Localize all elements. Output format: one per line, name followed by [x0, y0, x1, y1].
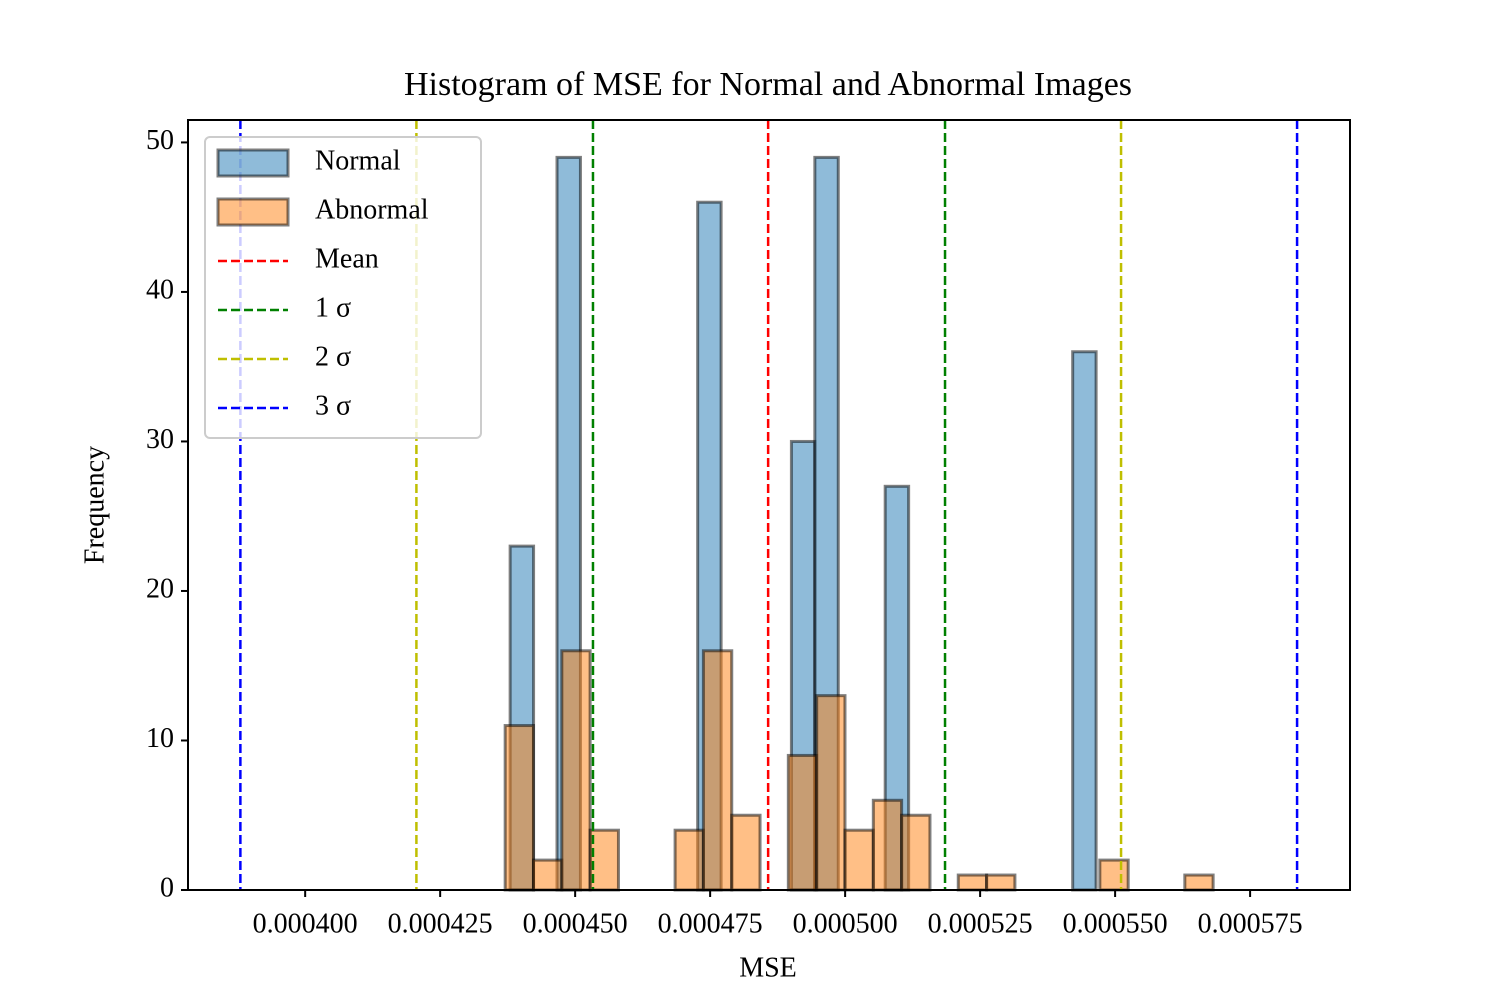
y-tick-label: 0	[160, 872, 174, 903]
histogram-bar	[730, 813, 762, 892]
legend-swatch	[216, 148, 290, 178]
legend-swatch	[216, 197, 290, 227]
histogram-bar	[786, 753, 819, 892]
x-tick-label: 0.000425	[388, 908, 493, 939]
x-tick-label: 0.000525	[928, 908, 1033, 939]
x-tick-label: 0.000550	[1063, 908, 1168, 939]
legend-label: 3 σ	[315, 390, 351, 421]
y-tick-label: 20	[146, 573, 174, 604]
legend-label: 2 σ	[315, 341, 351, 372]
histogram-bar	[1183, 873, 1215, 892]
y-tick-label: 50	[146, 125, 174, 156]
histogram-bar	[701, 649, 734, 892]
histogram-bar	[985, 873, 1017, 892]
histogram-bar	[815, 694, 847, 892]
histogram-bar	[673, 828, 705, 892]
legend-label: Abnormal	[315, 194, 429, 225]
x-tick-label: 0.000400	[253, 908, 358, 939]
histogram-bar	[1098, 858, 1130, 892]
legend: Normal Abnormal Mean 1 σ 2 σ 3 σ	[204, 136, 482, 439]
y-tick-label: 10	[146, 723, 174, 754]
histogram-bar	[871, 798, 904, 892]
x-axis-label: MSE	[739, 952, 797, 983]
histogram-bar	[1071, 350, 1098, 892]
legend-label: 1 σ	[315, 292, 351, 323]
histogram-bar	[843, 828, 875, 892]
y-tick-label: 40	[146, 274, 174, 305]
x-tick-label: 0.000575	[1198, 908, 1303, 939]
histogram-bar	[503, 724, 535, 892]
legend-label: Normal	[315, 145, 401, 176]
legend-label: Mean	[315, 243, 379, 274]
histogram-bar	[588, 828, 620, 892]
x-tick-label: 0.000475	[658, 908, 763, 939]
x-tick-label: 0.000450	[523, 908, 628, 939]
histogram-bar	[531, 858, 564, 892]
y-tick-label: 30	[146, 424, 174, 455]
chart-title: Histogram of MSE for Normal and Abnormal…	[404, 66, 1132, 103]
x-tick-label: 0.000500	[793, 908, 898, 939]
histogram-bar	[560, 649, 592, 892]
histogram-bar	[900, 813, 932, 892]
y-axis-label: Frequency	[79, 446, 110, 564]
histogram-bar	[956, 873, 989, 892]
plot-frame	[187, 119, 1351, 891]
